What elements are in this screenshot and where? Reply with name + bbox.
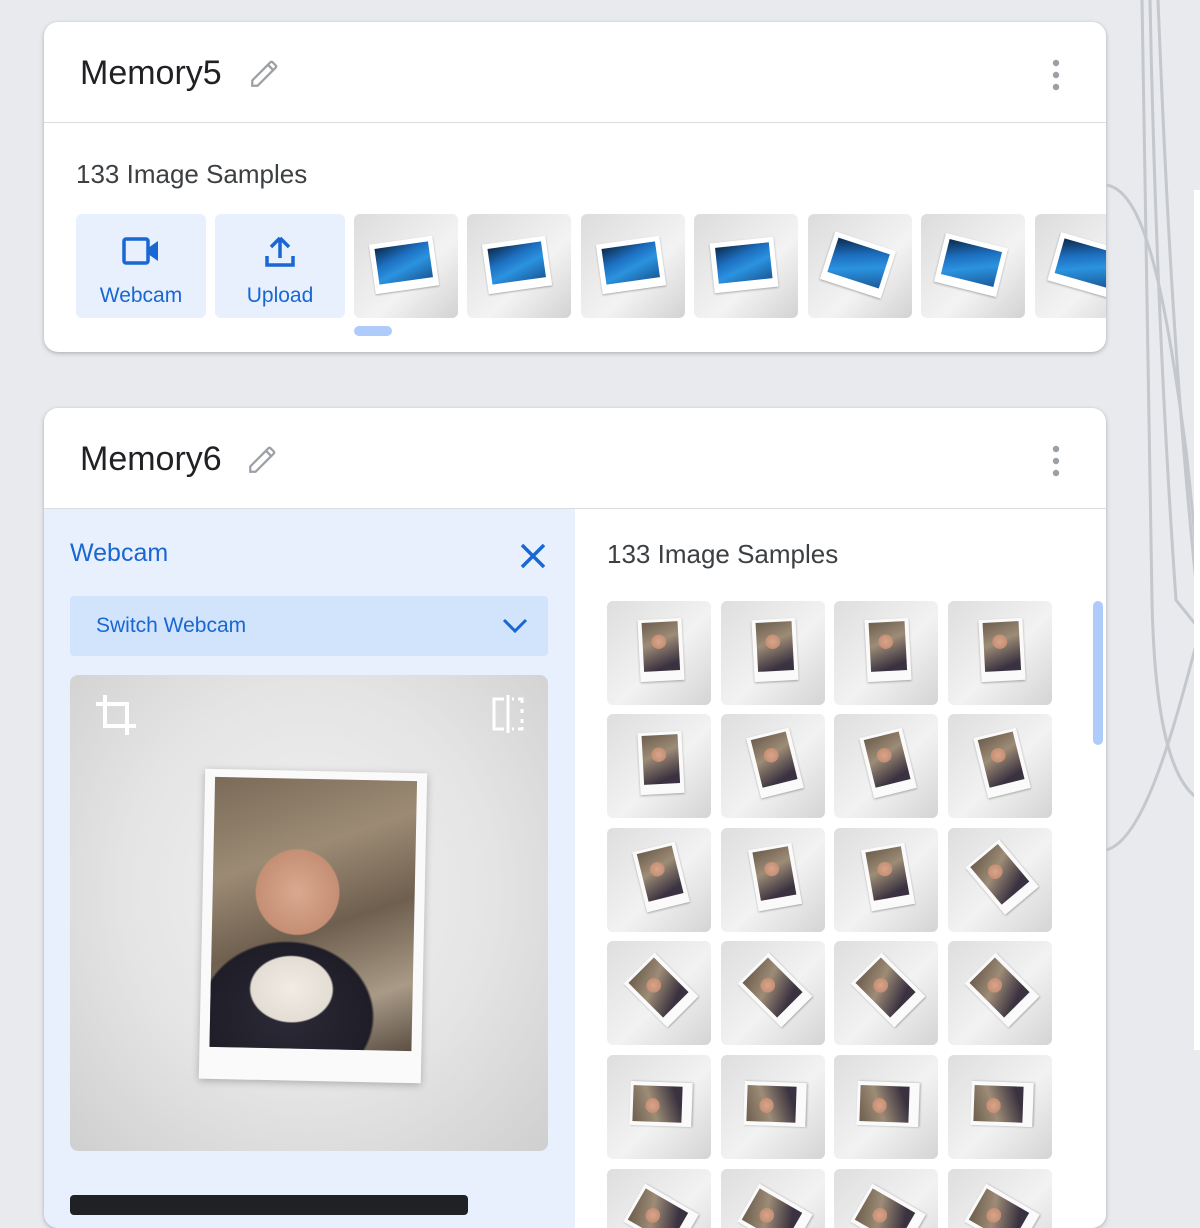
sample-thumbnail[interactable] (834, 1169, 938, 1228)
sample-thumbnail[interactable] (581, 214, 685, 318)
class-card-header: Memory6 (44, 408, 1106, 509)
close-icon[interactable] (518, 541, 548, 571)
webcam-panel: Webcam Switch Webcam (44, 509, 575, 1228)
upload-button-label: Upload (246, 284, 314, 307)
connector-lines (1106, 0, 1200, 1050)
webcam-button-label: Webcam (99, 284, 183, 307)
sample-thumbnail[interactable] (948, 1055, 1052, 1159)
webcam-panel-title: Webcam (70, 539, 169, 567)
class-card-memory6: Memory6 Webcam Switch Webcam (44, 408, 1106, 1228)
class-title[interactable]: Memory5 (80, 54, 222, 92)
sample-count-label: 133 Image Samples (76, 159, 308, 189)
sample-thumbnail[interactable] (607, 1169, 711, 1228)
sample-thumbnail[interactable] (607, 714, 711, 818)
sample-thumbnail[interactable] (948, 601, 1052, 705)
sample-thumbnail[interactable] (607, 941, 711, 1045)
webcam-photo (198, 768, 428, 1084)
sample-thumbnail[interactable] (948, 941, 1052, 1045)
sample-thumbnail[interactable] (834, 828, 938, 932)
sample-thumbnail[interactable] (721, 828, 825, 932)
chevron-down-icon (502, 618, 528, 634)
edit-pencil-icon[interactable] (248, 56, 282, 90)
crop-icon[interactable] (94, 693, 138, 737)
webcam-button[interactable]: Webcam (76, 214, 206, 318)
class-title[interactable]: Memory6 (80, 440, 222, 478)
sample-thumbnail[interactable] (607, 1055, 711, 1159)
sample-thumbnail[interactable] (834, 601, 938, 705)
samples-panel: 133 Image Samples (575, 509, 1106, 1228)
switch-webcam-dropdown[interactable]: Switch Webcam (70, 596, 548, 656)
sample-thumbnail[interactable] (607, 828, 711, 932)
sample-thumbnail[interactable] (721, 601, 825, 705)
sample-thumbnail[interactable] (948, 828, 1052, 932)
sample-thumbnail[interactable] (721, 1055, 825, 1159)
sample-thumbnail[interactable] (948, 714, 1052, 818)
sample-thumbnail[interactable] (834, 941, 938, 1045)
sample-thumbnail[interactable] (721, 1169, 825, 1228)
sample-thumbnail[interactable] (354, 214, 458, 318)
edit-pencil-icon[interactable] (246, 442, 280, 476)
upload-button[interactable]: Upload (215, 214, 345, 318)
sample-thumbnail[interactable] (1035, 214, 1106, 318)
sample-thumbnail[interactable] (948, 1169, 1052, 1228)
class-card-header: Memory5 (44, 22, 1106, 123)
webcam-preview (70, 675, 548, 1151)
more-vert-icon[interactable] (1050, 58, 1062, 92)
sample-thumbnail[interactable] (721, 714, 825, 818)
videocam-icon (122, 237, 158, 265)
sample-thumbnail[interactable] (607, 601, 711, 705)
sample-thumbnail[interactable] (467, 214, 571, 318)
sample-thumbnail[interactable] (694, 214, 798, 318)
sample-thumbnail[interactable] (721, 941, 825, 1045)
upload-icon (265, 236, 295, 267)
sample-thumbnail[interactable] (921, 214, 1025, 318)
sample-count-label: 133 Image Samples (607, 539, 839, 569)
vertical-scrollbar[interactable] (1093, 601, 1103, 745)
horizontal-scrollbar[interactable] (354, 326, 392, 336)
switch-webcam-label: Switch Webcam (96, 614, 247, 637)
more-vert-icon[interactable] (1050, 444, 1062, 478)
sample-thumbnail[interactable] (834, 714, 938, 818)
flip-icon[interactable] (490, 693, 526, 735)
class-card-memory5: Memory5 133 Image Samples Webcam Upload (44, 22, 1106, 352)
sample-thumbnail[interactable] (808, 214, 912, 318)
hold-to-record-button[interactable] (70, 1195, 468, 1215)
sample-thumbnail[interactable] (834, 1055, 938, 1159)
